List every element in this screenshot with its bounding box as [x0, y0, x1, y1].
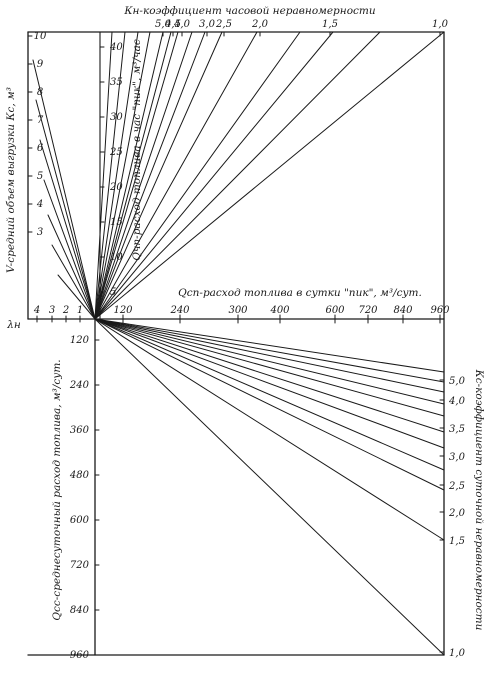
middle-axis-tick-label: 720 [358, 305, 378, 316]
steep-ray-0 [94, 31, 113, 320]
lower-ray-0 [94, 318, 445, 373]
left-ray-5 [51, 244, 96, 320]
left-axis-tick-label: 7 [37, 115, 44, 126]
lambda-axis-tick-label: 3 [49, 305, 55, 316]
upper-ray-2 [94, 31, 179, 320]
top-axis-tick-label: 1,5 [322, 19, 338, 30]
steep-ray-1 [94, 31, 126, 320]
right-axis-tick-label: 5,0 [449, 376, 466, 387]
right-axis-tick-label: 3,5 [449, 424, 465, 435]
lower-left-axis-tick-label: 960 [70, 650, 90, 661]
top-axis-tick-label: 4,0 [173, 19, 191, 30]
left-ray-3 [43, 179, 96, 320]
chart-frame [27, 31, 445, 656]
lower-ray-8 [94, 318, 445, 491]
upper-ray-9 [94, 31, 381, 320]
middle-axis-tick-label: 840 [393, 305, 413, 316]
left-ray-4 [47, 214, 96, 320]
upper-ray-6 [94, 31, 258, 320]
inner-axis-tick-label: 15 [110, 217, 123, 228]
top-axis-tick-label: 1,0 [432, 19, 449, 30]
upper-ray-0 [94, 31, 164, 320]
lower-left-axis-tick-label: 600 [70, 515, 90, 526]
upper-ray-diagonal [94, 31, 445, 320]
upper-ray-4 [94, 31, 206, 320]
lower-ray-4 [94, 318, 445, 417]
right-axis-tick-label: 1,5 [449, 536, 465, 547]
lower-ray-1 [94, 318, 445, 383]
left-axis-tick-label: 5 [37, 171, 43, 182]
middle-axis-tick-label: 120 [113, 305, 133, 316]
inner-axis-tick-label: 40 [109, 42, 123, 53]
left-ray-6 [57, 274, 96, 320]
left-axis-title: V-средний объем выгрузки Кс, м³ [5, 87, 17, 273]
inner-axis-tick-label: 30 [110, 112, 123, 123]
lower-left-axis-tick-label: 720 [70, 560, 90, 571]
lambda-axis-tick-label: 2 [62, 305, 69, 316]
right-axis-tick-label: 1,0 [449, 648, 466, 659]
inner-axis-title: Qчп-расход топлива в час "пик", м³/час [131, 39, 143, 261]
lower-left-axis-tick-label: 120 [70, 335, 90, 346]
inner-axis-tick-label: 20 [109, 182, 123, 193]
right-axis-tick-label: 3,0 [449, 452, 466, 463]
left-ray-2 [39, 139, 96, 320]
upper-ray-3 [94, 31, 193, 320]
right-axis-tick-label: 4,0 [448, 396, 466, 407]
lower-left-axis-title: Qсс-среднесуточный расход топлива, м³/су… [51, 359, 63, 620]
left-axis-tick-label: 10 [34, 31, 47, 42]
upper-ray-7 [94, 31, 301, 320]
left-ray-0 [32, 59, 96, 320]
left-axis-tick-label: 4 [36, 199, 43, 210]
left-axis-tick-label: 8 [37, 87, 43, 98]
lambda-axis-tick-label: 1 [77, 305, 83, 316]
lambda-axis-tick-label: 4 [33, 305, 40, 316]
upper-ray-8 [94, 31, 334, 320]
upper-ray-5 [94, 31, 223, 320]
left-axis-tick-label: 9 [37, 59, 44, 70]
axis-ticks [27, 31, 445, 656]
steep-ray-2 [94, 31, 139, 320]
lower-left-axis-tick-label: 840 [70, 605, 90, 616]
middle-axis-tick-label: 960 [430, 305, 450, 316]
left-axis-tick-label: 6 [37, 143, 44, 154]
middle-axis-tick-label: 400 [269, 305, 290, 316]
middle-axis-tick-label: 600 [325, 305, 345, 316]
top-axis-tick-label: 3,0 [199, 19, 216, 30]
upper-ray-1 [94, 31, 172, 320]
axis-labels: 5,04,54,0 3,0 2,5 2,0 1,5 1,0Кн-коэффициент ч… [5, 5, 485, 661]
right-axis-tick-label: 2,5 [448, 481, 465, 492]
right-axis-title: Кс-коэффициент суточной неравномерности [473, 369, 485, 631]
left-axis-tick-label: 3 [37, 227, 43, 238]
lower-ray-5 [94, 318, 445, 433]
lower-left-axis-tick-label: 240 [69, 380, 90, 391]
lower-ray-diagonal [94, 318, 445, 656]
top-axis-title: Кн-коэффициент часовой неравномерности [123, 5, 375, 17]
left-ray-1 [35, 99, 96, 320]
inner-axis-tick-label: 35 [110, 77, 123, 88]
top-axis-tick-label: 5,0 [155, 19, 172, 30]
inner-axis-tick-label: 5 [110, 287, 116, 298]
lower-left-axis-tick-label: 360 [70, 425, 90, 436]
nomogram-rays [32, 31, 445, 656]
lower-ray-2 [94, 318, 445, 393]
lower-ray-3 [94, 318, 445, 405]
top-axis-tick-label: 2,0 [251, 19, 269, 30]
lambda-axis-title: λн [6, 319, 21, 331]
steep-ray-3 [94, 31, 151, 320]
inner-axis-tick-label: 10 [110, 252, 123, 263]
middle-axis-tick-label: 240 [169, 305, 190, 316]
inner-axis-tick-label: 25 [109, 147, 123, 158]
lower-ray-6 [94, 318, 445, 449]
lower-ray-9 [94, 318, 445, 541]
top-axis-tick-label: 4,5 [164, 19, 181, 30]
middle-axis-tick-label: 300 [228, 305, 248, 316]
lower-ray-7 [94, 318, 445, 471]
lower-left-axis-tick-label: 480 [69, 470, 90, 481]
middle-axis-title: Qсп-расход топлива в сутки "пик", м³/сут… [178, 287, 422, 299]
top-axis-tick-label: 2,5 [215, 19, 232, 30]
right-axis-tick-label: 2,0 [448, 508, 466, 519]
